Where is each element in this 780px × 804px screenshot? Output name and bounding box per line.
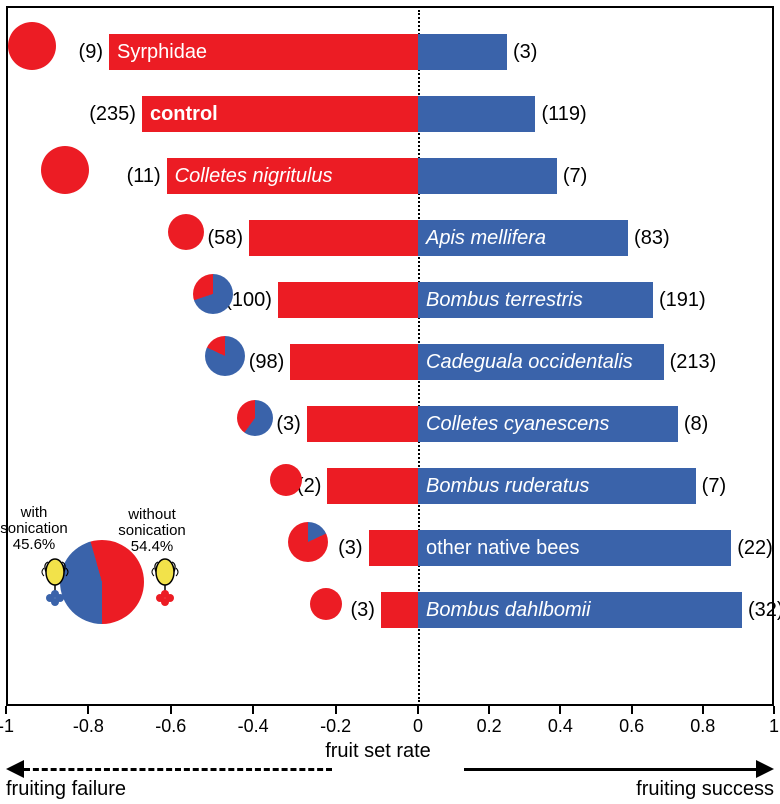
success-arrow [464,768,756,771]
sonication-pie [237,400,273,436]
axis-tick [488,706,490,714]
sonication-pie [270,464,302,496]
sonication-pie [8,22,56,70]
success-bar [418,406,678,442]
axis-tick [87,706,89,714]
axis-tick-label: -0.8 [73,716,104,737]
axis-tick-label: -0.4 [238,716,269,737]
failure-bar [381,592,418,628]
axis-tick-label: -0.6 [155,716,186,737]
failure-arrow [24,768,332,771]
arrow-head-right [756,760,774,778]
success-count: (191) [659,289,706,312]
failure-bar [307,406,418,442]
with-sonication-icon [40,558,70,606]
success-count: (7) [563,165,587,188]
without-sonication-icon [150,558,180,606]
x-axis-title: fruit set rate [325,740,431,763]
axis-tick-label: -0.2 [320,716,351,737]
failure-count: (58) [208,227,244,250]
success-bar [418,158,557,194]
axis-tick-label: 0 [413,716,423,737]
success-count: (32) [748,599,780,622]
success-count: (83) [634,227,670,250]
axis-tick [773,706,775,714]
arrow-head-left [6,760,24,778]
axis-tick-label: 0.6 [619,716,644,737]
axis-tick [631,706,633,714]
failure-count: (3) [276,413,300,436]
axis-tick-label: 0.2 [477,716,502,737]
failure-count: (235) [89,103,136,126]
success-bar [418,344,664,380]
axis-tick-label: 0.4 [548,716,573,737]
failure-bar [278,282,418,318]
fruit-set-chart: Syrphidae(9)(3)control(235)(119)Colletes… [0,0,780,804]
success-bar [418,96,535,132]
success-count: (213) [670,351,717,374]
without-sonication-label: withoutsonication54.4% [118,507,186,555]
failing-label: fruiting failure [6,778,126,801]
failure-bar [249,220,418,256]
axis-tick [170,706,172,714]
failure-bar [142,96,418,132]
success-count: (7) [702,475,726,498]
failure-count: (9) [79,41,103,64]
sonication-pie [288,522,328,562]
sonication-pie [193,274,233,314]
success-bar [418,220,628,256]
success-bar [418,468,696,504]
failure-bar [369,530,418,566]
success-bar [418,530,731,566]
axis-tick-label: 0.8 [690,716,715,737]
success-label: fruiting success [636,778,774,801]
success-count: (8) [684,413,708,436]
failure-bar [290,344,418,380]
axis-tick [252,706,254,714]
failure-count: (98) [249,351,285,374]
sonication-pie [41,146,89,194]
success-count: (22) [737,537,773,560]
axis-tick [417,706,419,714]
with-sonication-label: withsonication45.6% [0,505,68,553]
failure-count: (11) [127,165,161,188]
success-bar [418,592,742,628]
sonication-pie [168,214,204,250]
sonication-pie [310,588,342,620]
failure-count: (3) [350,599,374,622]
success-bar [418,282,653,318]
axis-tick [559,706,561,714]
axis-tick-label: 1 [769,716,779,737]
sonication-pie [205,336,245,376]
axis-tick [5,706,7,714]
success-count: (3) [513,41,537,64]
success-count: (119) [541,103,586,126]
axis-tick [335,706,337,714]
failure-count: (3) [338,537,362,560]
success-bar [418,34,507,70]
failure-bar [167,158,418,194]
axis-tick [702,706,704,714]
failure-bar [109,34,418,70]
failure-bar [327,468,418,504]
axis-tick-label: -1 [0,716,14,737]
